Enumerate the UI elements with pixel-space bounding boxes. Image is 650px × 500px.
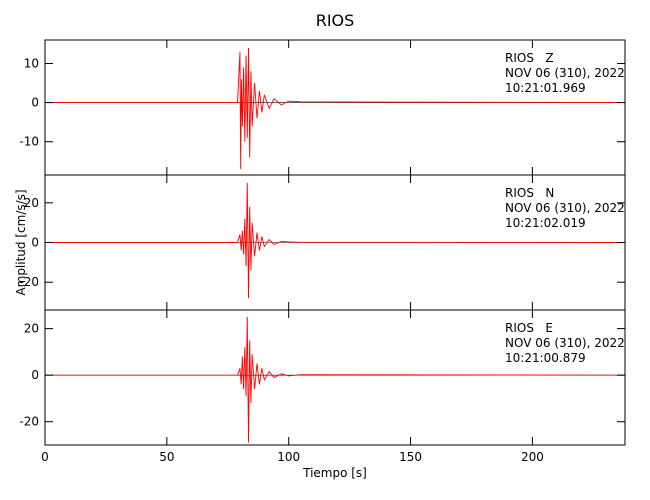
y-tick-label: 0	[31, 236, 39, 250]
y-axis-label: Amplitud [cm/s/s]	[14, 189, 28, 295]
x-tick-label: 200	[521, 450, 544, 464]
y-tick-label: 20	[24, 196, 39, 210]
y-tick-label: 10	[24, 56, 39, 70]
waveform	[45, 182, 625, 299]
y-tick-label: 0	[31, 368, 39, 382]
annotation: 10:21:00.879	[505, 351, 586, 365]
y-tick-label: -20	[19, 275, 39, 289]
x-tick-label: 150	[399, 450, 422, 464]
x-tick-label: 50	[159, 450, 174, 464]
annotation: RIOS Z	[505, 51, 554, 65]
annotation: RIOS E	[505, 321, 553, 335]
x-tick-label: 100	[277, 450, 300, 464]
waveform	[45, 316, 625, 443]
x-axis-label: Tiempo [s]	[302, 466, 367, 480]
y-tick-label: 0	[31, 96, 39, 110]
annotation: RIOS N	[505, 186, 554, 200]
annotation: 10:21:01.969	[505, 81, 586, 95]
waveform	[45, 47, 625, 170]
annotation: 10:21:02.019	[505, 216, 586, 230]
chart-title: RIOS	[316, 11, 355, 30]
annotation: NOV 06 (310), 2022	[505, 336, 625, 350]
y-tick-label: -20	[19, 415, 39, 429]
annotation: NOV 06 (310), 2022	[505, 66, 625, 80]
x-tick-label: 0	[41, 450, 49, 464]
panel-frame	[44, 309, 626, 446]
annotation: NOV 06 (310), 2022	[505, 201, 625, 215]
y-tick-label: -10	[19, 135, 39, 149]
y-tick-label: 20	[24, 322, 39, 336]
